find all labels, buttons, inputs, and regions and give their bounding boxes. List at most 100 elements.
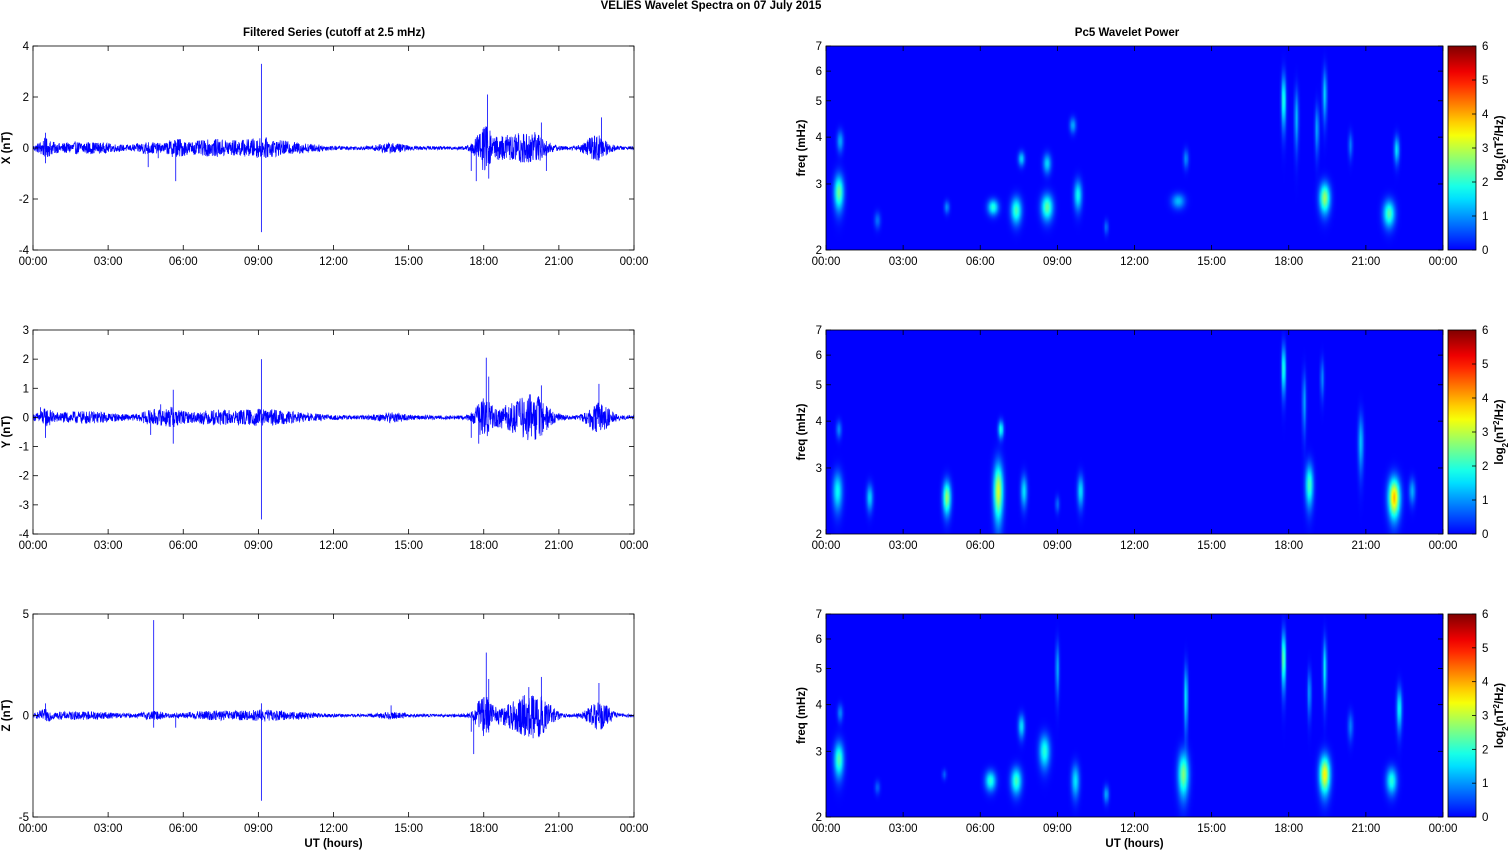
y-tick-label: -5 bbox=[19, 812, 29, 824]
y-axis-label: freq (mHz) bbox=[796, 403, 808, 460]
spectrum-panel-2: 2 3 4 5 6 7 00:00 03:00 06:00 09:00 12:00 15:00 18:0… bbox=[796, 325, 1510, 552]
x-tick-label: 06:00 bbox=[966, 256, 995, 268]
y-tick-label: 3 bbox=[23, 325, 29, 337]
series-panel-3: -5 0 5 00:00 03:00 06:00 09:00 12:00 15:00 18:00 2… bbox=[1, 609, 648, 850]
x-tick-label: 09:00 bbox=[244, 256, 273, 268]
x-tick-label: 03:00 bbox=[889, 256, 918, 268]
wavelet-power-image bbox=[826, 614, 1443, 817]
y-tick-label: 5 bbox=[816, 664, 822, 676]
colorbar-tick-label: 3 bbox=[1482, 427, 1488, 439]
colorbar-gradient bbox=[1447, 613, 1477, 818]
wavelet-power-image bbox=[826, 330, 1443, 534]
x-tick-label: 21:00 bbox=[544, 540, 573, 552]
y-tick-label: 0 bbox=[23, 711, 29, 723]
y-tick-label: 6 bbox=[816, 350, 822, 362]
x-tick-label: 18:00 bbox=[1274, 823, 1303, 835]
colorbar-tick-label: 2 bbox=[1482, 461, 1488, 473]
y-tick-label: -4 bbox=[19, 245, 30, 257]
figure-suptitle: VELIES Wavelet Spectra on 07 July 2015 bbox=[601, 0, 822, 12]
x-tick-label: 06:00 bbox=[966, 823, 995, 835]
x-tick-label: 21:00 bbox=[1351, 540, 1380, 552]
x-tick-label: 12:00 bbox=[319, 256, 348, 268]
left-column-title: Filtered Series (cutoff at 2.5 mHz) bbox=[243, 27, 425, 39]
x-tick-label: 00:00 bbox=[620, 823, 649, 835]
x-tick-label: 06:00 bbox=[169, 540, 198, 552]
y-axis-label: freq (mHz) bbox=[796, 687, 808, 744]
y-tick-label: 2 bbox=[816, 812, 822, 824]
x-tick-label: 09:00 bbox=[244, 540, 273, 552]
y-tick-label: 4 bbox=[23, 41, 30, 53]
y-tick-label: 1 bbox=[23, 383, 29, 395]
y-tick-label: 6 bbox=[816, 634, 822, 646]
colorbar-label: log2(nT2/Hz) bbox=[1492, 115, 1510, 180]
x-tick-label: 09:00 bbox=[244, 823, 273, 835]
y-tick-label: 5 bbox=[816, 96, 822, 108]
x-tick-label: 00:00 bbox=[812, 823, 841, 835]
y-tick-label: 4 bbox=[816, 416, 823, 428]
colorbar-label: log2(nT2/Hz) bbox=[1492, 683, 1510, 748]
colorbar-label: log2(nT2/Hz) bbox=[1492, 399, 1510, 464]
y-axis-label: Z (nT) bbox=[1, 699, 13, 731]
y-tick-label: 2 bbox=[23, 354, 29, 366]
colorbar-tick-label: 5 bbox=[1482, 359, 1488, 371]
y-axis-label: X (nT) bbox=[1, 132, 13, 165]
y-axis-label: Y (nT) bbox=[1, 416, 13, 449]
spectrum-panel-1: 2 3 4 5 6 7 00:00 03:00 06:00 09:00 12:00 15:00 18:0… bbox=[796, 41, 1510, 268]
y-tick-label: 5 bbox=[23, 609, 29, 621]
plot-area bbox=[33, 330, 634, 534]
y-tick-label: -3 bbox=[19, 500, 29, 512]
y-tick-label: -1 bbox=[19, 442, 29, 454]
x-tick-label: 03:00 bbox=[889, 540, 918, 552]
colorbar-tick-label: 2 bbox=[1482, 744, 1488, 756]
x-tick-label: 18:00 bbox=[469, 540, 498, 552]
x-tick-label: 00:00 bbox=[812, 540, 841, 552]
wavelet-power-image bbox=[826, 46, 1443, 250]
x-axis-label: UT (hours) bbox=[1105, 838, 1163, 850]
x-tick-label: 18:00 bbox=[469, 256, 498, 268]
x-tick-label: 00:00 bbox=[620, 540, 649, 552]
y-tick-label: 7 bbox=[816, 325, 822, 337]
x-tick-label: 12:00 bbox=[1120, 540, 1149, 552]
colorbar: 0 1 2 3 4 5 6 log2(nT2/Hz) bbox=[1447, 325, 1510, 541]
x-tick-label: 12:00 bbox=[1120, 256, 1149, 268]
colorbar-tick-label: 2 bbox=[1482, 177, 1488, 189]
x-tick-label: 18:00 bbox=[469, 823, 498, 835]
y-tick-label: 4 bbox=[816, 700, 823, 712]
x-tick-label: 09:00 bbox=[1043, 256, 1072, 268]
x-tick-label: 03:00 bbox=[94, 256, 123, 268]
x-tick-label: 15:00 bbox=[1197, 540, 1226, 552]
y-tick-label: 0 bbox=[23, 143, 29, 155]
x-tick-label: 12:00 bbox=[319, 823, 348, 835]
x-tick-label: 21:00 bbox=[544, 823, 573, 835]
y-tick-label: 2 bbox=[23, 92, 29, 104]
x-tick-label: 06:00 bbox=[966, 540, 995, 552]
series-trace bbox=[33, 394, 634, 441]
x-tick-label: 15:00 bbox=[394, 256, 423, 268]
x-tick-label: 00:00 bbox=[620, 256, 649, 268]
y-tick-label: 3 bbox=[816, 746, 822, 758]
series-panel-2: -4 -3 -2 -1 0 1 2 3 00:00 03:00 06:00 09:00 12:00 15:… bbox=[1, 325, 648, 552]
colorbar-tick-label: 1 bbox=[1482, 211, 1488, 223]
y-tick-label: 6 bbox=[816, 66, 822, 78]
y-tick-label: 2 bbox=[816, 529, 822, 541]
x-tick-label: 00:00 bbox=[812, 256, 841, 268]
x-tick-label: 00:00 bbox=[19, 256, 48, 268]
colorbar-tick-label: 4 bbox=[1482, 109, 1489, 121]
x-tick-label: 15:00 bbox=[394, 823, 423, 835]
colorbar-tick-label: 0 bbox=[1482, 529, 1488, 541]
series-trace bbox=[33, 695, 634, 739]
x-tick-label: 03:00 bbox=[889, 823, 918, 835]
spectrum-panel-3: 2 3 4 5 6 7 00:00 03:00 06:00 09:00 12:00 15:00 18:0… bbox=[796, 609, 1510, 850]
x-tick-label: 00:00 bbox=[1429, 540, 1458, 552]
colorbar-tick-label: 3 bbox=[1482, 711, 1488, 723]
y-tick-label: -2 bbox=[19, 471, 29, 483]
x-tick-label: 12:00 bbox=[319, 540, 348, 552]
x-tick-label: 03:00 bbox=[94, 540, 123, 552]
colorbar-tick-label: 0 bbox=[1482, 245, 1488, 257]
series-trace bbox=[33, 126, 634, 171]
x-tick-label: 12:00 bbox=[1120, 823, 1149, 835]
x-tick-label: 18:00 bbox=[1274, 540, 1303, 552]
colorbar-tick-label: 1 bbox=[1482, 495, 1488, 507]
colorbar-tick-label: 6 bbox=[1482, 325, 1488, 337]
